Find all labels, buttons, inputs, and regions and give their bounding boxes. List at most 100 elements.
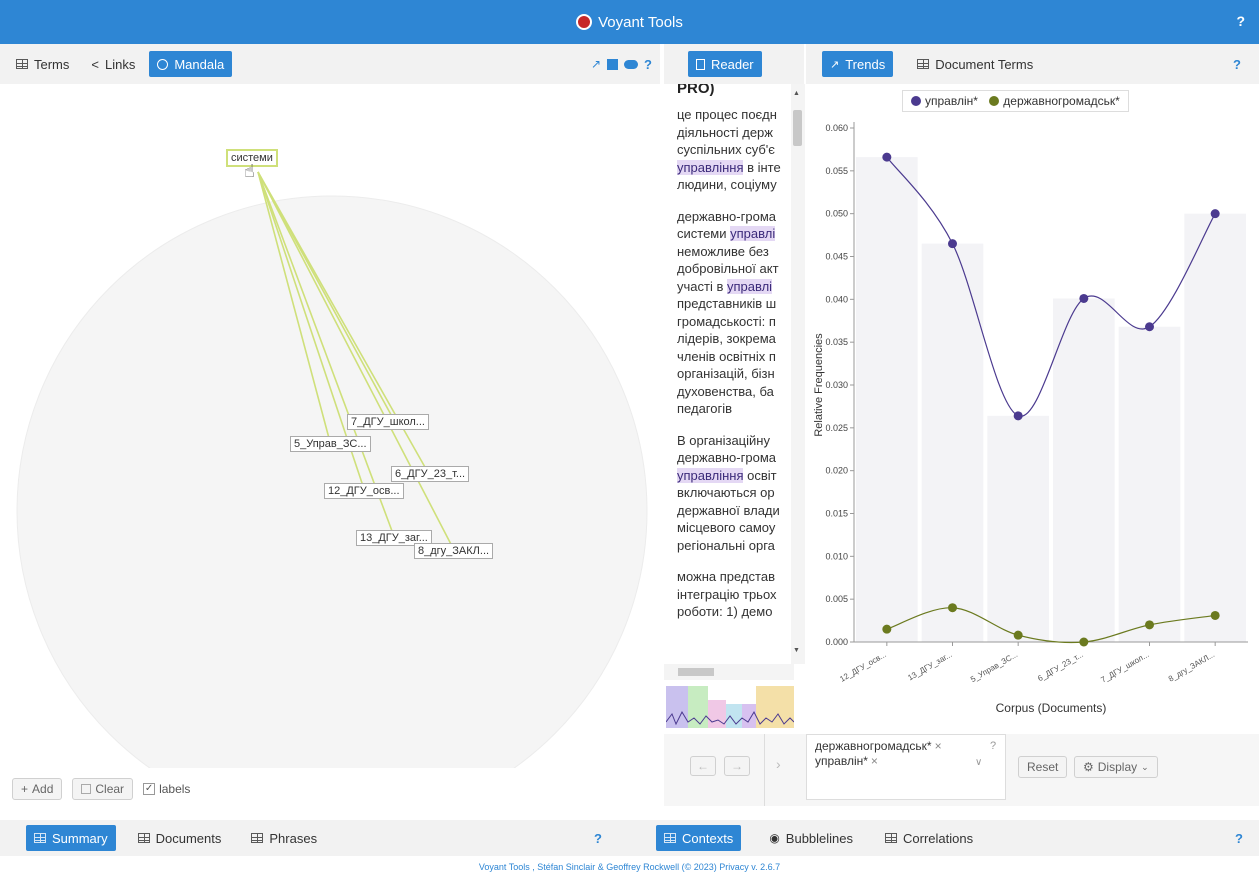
reader-paragraph: В організаційну державно-грома управління … (677, 433, 790, 556)
tab-document-terms[interactable]: Document Terms (909, 51, 1041, 77)
query-tag[interactable]: державногромадськ* × (815, 739, 942, 753)
hscroll-thumb[interactable] (678, 668, 714, 676)
reset-button[interactable]: Reset (1018, 756, 1068, 778)
query-help-button[interactable]: ? (990, 740, 997, 752)
tab-links[interactable]: < Links (83, 51, 143, 77)
query-tag-label: державногромадськ* (815, 739, 932, 753)
tab-reader-label: Reader (711, 56, 754, 72)
reader-hscrollbar[interactable] (664, 664, 794, 680)
mandala-svg (16, 171, 648, 768)
legend-item-0[interactable]: управлін* (911, 94, 978, 108)
series-point-1[interactable] (1210, 610, 1220, 620)
document-icon (696, 58, 705, 70)
series-point-1[interactable] (948, 603, 957, 613)
y-tick-label: 0.055 (825, 166, 848, 176)
mandala-center-term[interactable]: системи (226, 149, 278, 167)
reader-line: державно-грома (677, 450, 776, 465)
tab-contexts-label: Contexts (682, 830, 734, 846)
chevron-right-icon[interactable]: › (776, 756, 781, 772)
toggle-icon[interactable] (624, 59, 639, 69)
remove-tag-icon[interactable]: × (870, 754, 878, 768)
highlighted-term[interactable]: управління (677, 159, 744, 175)
query-tag[interactable]: управлін* × (815, 754, 878, 768)
tab-contexts[interactable]: Contexts (656, 825, 742, 851)
tab-correlations[interactable]: Correlations (877, 825, 981, 851)
series-point-0[interactable] (1079, 293, 1089, 303)
series-point-0[interactable] (1210, 209, 1220, 219)
tab-reader[interactable]: Reader (688, 51, 762, 77)
y-tick-label: 0.010 (825, 551, 848, 561)
series-point-1[interactable] (882, 624, 892, 634)
reader-line: можна представ (677, 569, 775, 584)
reader-line: державної влади (677, 502, 780, 518)
prev-button[interactable]: ← (690, 756, 716, 776)
reader-text-fragment: освіт (743, 467, 777, 483)
tab-terms[interactable]: Terms (8, 51, 77, 77)
series-point-0[interactable] (1013, 411, 1023, 421)
highlighted-term[interactable]: управлі (730, 226, 776, 241)
mandala-doc-label[interactable]: 5_Управ_ЗС... (290, 436, 371, 452)
mandala-doc-label[interactable]: 6_ДГУ_23_т... (391, 466, 470, 482)
add-button[interactable]: + Add (12, 778, 63, 800)
trends-help-button[interactable]: ? (1233, 56, 1241, 72)
mandala-doc-label[interactable]: 12_ДГУ_осв... (324, 483, 404, 499)
trends-chart-svg[interactable]: 0.000 0.005 0.010 0.015 0.020 0.025 0.030 0.035… (806, 84, 1259, 734)
tab-summary[interactable]: Summary (26, 825, 116, 851)
clear-button[interactable]: Clear (72, 778, 134, 800)
display-button[interactable]: ⚙ Display ⌄ (1074, 756, 1158, 778)
reader-line: людини, соціуму (677, 177, 777, 192)
mandala-doc-label[interactable]: 7_ДГУ_школ... (347, 414, 429, 430)
trends-chart-panel: управлін* державногромадськ* 0.000 0.005 0… (806, 84, 1259, 734)
next-button[interactable]: → (724, 756, 750, 776)
series-point-1[interactable] (1013, 630, 1023, 640)
tab-trends[interactable]: ↗ Trends (822, 51, 894, 77)
query-tag-field[interactable]: державногромадськ* × управлін* × ∨ (806, 734, 1006, 800)
y-tick-label: 0.050 (825, 209, 848, 219)
grid-icon (917, 59, 930, 69)
bottom-right-help-button[interactable]: ? (1235, 830, 1243, 846)
reader-scrollbar[interactable]: ▲ ▼ (791, 84, 805, 664)
reader-toolbar: Reader (664, 44, 804, 84)
tab-documents[interactable]: Documents (130, 825, 230, 851)
bottom-left-help-button[interactable]: ? (594, 830, 602, 846)
reader-line: діяльності держ (677, 124, 773, 140)
series-point-0[interactable] (1145, 322, 1154, 332)
app-help-button[interactable]: ? (1236, 13, 1245, 29)
reader-line: В організаційну (677, 432, 770, 448)
mandala-links (257, 171, 456, 553)
scroll-thumb[interactable] (793, 110, 802, 146)
tab-mandala[interactable]: Mandala (149, 51, 233, 77)
windows-icon[interactable] (607, 58, 619, 70)
series-point-0[interactable] (882, 152, 892, 162)
scroll-up-icon[interactable]: ▲ (793, 90, 800, 97)
series-point-1[interactable] (1079, 637, 1089, 647)
x-tick-label: 12_ДГУ_осв... (838, 650, 888, 684)
series-point-0[interactable] (948, 239, 957, 249)
reader-text-area[interactable]: PRO) це процес поєдн діяльності держ суспі… (664, 84, 790, 664)
left-help-button[interactable]: ? (644, 56, 652, 72)
highlighted-term[interactable]: управління (677, 467, 744, 483)
tab-phrases[interactable]: Phrases (243, 825, 325, 851)
highlighted-term[interactable]: управлі (726, 278, 773, 294)
labels-checkbox[interactable]: ✓ labels (143, 782, 190, 796)
chevron-down-icon[interactable]: ∨ (975, 757, 983, 768)
mandala-canvas[interactable]: системи ☝ 7_ДГУ_школ... 5_Управ_ЗС... 6_… (0, 84, 660, 768)
scroll-down-icon[interactable]: ▼ (793, 647, 800, 654)
reader-line: представників ш (677, 296, 777, 311)
y-tick-label: 0.045 (825, 252, 848, 262)
page-footer[interactable]: Voyant Tools , Stéfan Sinclair & Geoffre… (478, 862, 781, 872)
export-icon[interactable]: ↗ (590, 57, 602, 71)
mandala-doc-label[interactable]: 13_ДГУ_заг... (356, 530, 432, 546)
mandala-footer: + Add Clear ✓ labels (12, 778, 190, 800)
line-chart-icon: ↗ (830, 58, 840, 71)
mandala-doc-label[interactable]: 8_дгу_ЗАКЛ... (414, 543, 494, 559)
chart-bg-bar (1053, 298, 1115, 642)
tab-phrases-label: Phrases (269, 830, 318, 846)
series-point-1[interactable] (1145, 620, 1154, 630)
legend-item-1[interactable]: державногромадськ* (989, 94, 1120, 108)
remove-tag-icon[interactable]: × (934, 739, 942, 753)
tab-bubblelines-label: Bubblelines (785, 830, 854, 846)
reader-doc-timeline[interactable] (665, 682, 795, 728)
tab-bubblelines[interactable]: ◉ Bubblelines (761, 825, 861, 851)
x-tick-label: 6_ДГУ_23_т... (1036, 650, 1085, 683)
